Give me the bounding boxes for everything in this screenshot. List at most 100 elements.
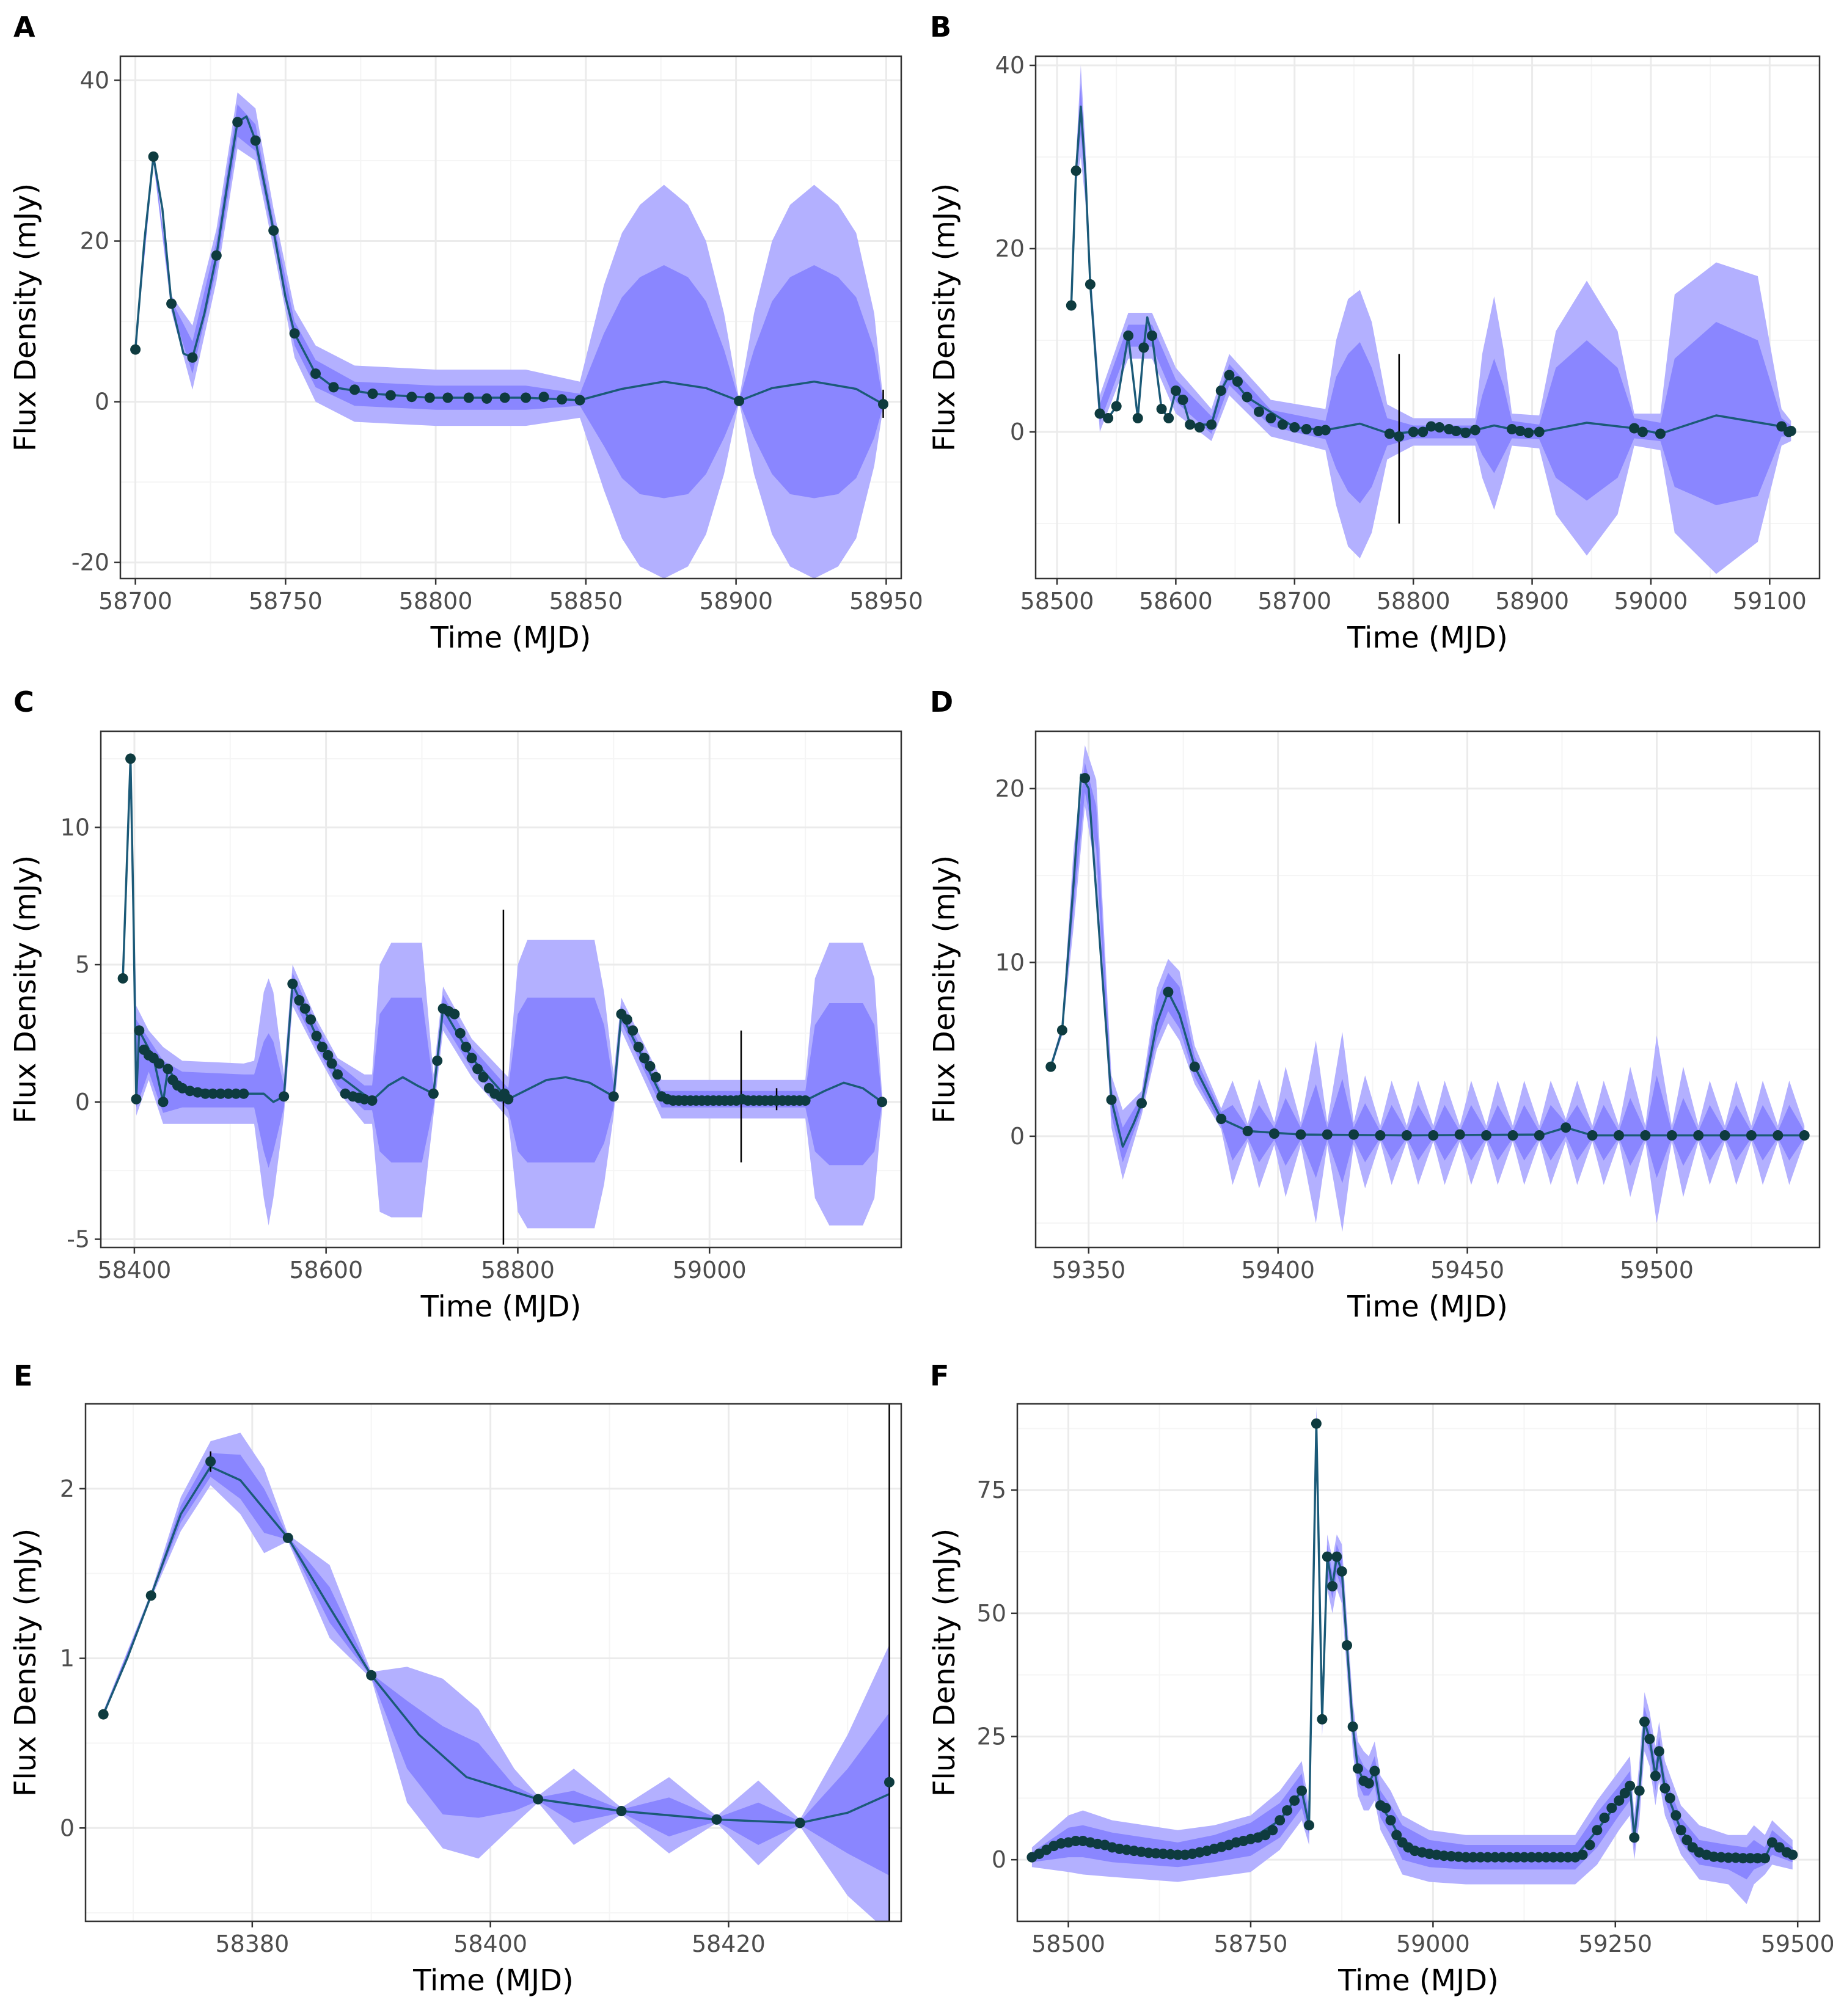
y-tick-label: 75	[977, 1477, 1006, 1503]
data-point	[1132, 413, 1143, 423]
data-point	[1534, 426, 1545, 437]
data-point	[367, 389, 378, 399]
panel-border	[1016, 1403, 1821, 1923]
y-tick-label: 40	[995, 52, 1025, 79]
y-axis-title: Flux Density (mJy)	[9, 183, 43, 452]
x-axis-title: Time (MJD)	[420, 1290, 582, 1324]
data-point	[1277, 419, 1288, 430]
panel-a: 58700 58750 58800 58850 58900 58950 -20 0 20 40 Ti…	[9, 10, 923, 655]
data-point	[1163, 413, 1174, 423]
data-point	[1719, 1130, 1730, 1141]
data-point	[1269, 1128, 1279, 1139]
x-tick-label: 58600	[289, 1257, 363, 1284]
data-point	[1760, 1853, 1770, 1864]
plot-area	[117, 750, 888, 1245]
plot-area	[1026, 1406, 1798, 1904]
data-point	[1475, 1852, 1486, 1863]
panel-border	[1034, 730, 1821, 1249]
data-point	[1540, 1852, 1551, 1863]
panel-border	[1034, 55, 1821, 580]
x-tick-label: 58400	[453, 1930, 527, 1957]
data-point	[466, 1053, 477, 1064]
y-axis-title: Flux Density (mJy)	[927, 855, 962, 1124]
data-point	[1746, 1130, 1757, 1141]
data-point	[1787, 1849, 1798, 1860]
data-point	[1348, 1129, 1359, 1140]
data-point	[1297, 1785, 1307, 1796]
data-point	[1766, 1837, 1777, 1848]
data-point	[289, 328, 300, 339]
panel-f: 58500 58750 59000 59250 59500 0 25 50 75 Time (MJ…	[927, 1359, 1833, 1998]
data-point	[1384, 428, 1395, 439]
data-point	[1085, 279, 1096, 290]
data-point	[1644, 1734, 1655, 1744]
data-point	[1584, 1839, 1595, 1850]
x-tick-label: 58500	[1020, 588, 1094, 615]
plot-area	[1045, 745, 1810, 1232]
data-point	[424, 392, 435, 403]
y-axis-title: Flux Density (mJy)	[9, 1528, 43, 1797]
data-point	[349, 384, 360, 395]
data-point	[1619, 1788, 1630, 1799]
data-point	[1625, 1780, 1636, 1791]
data-point	[205, 1456, 216, 1467]
data-point	[1147, 331, 1157, 341]
y-tick-label: 20	[995, 235, 1025, 262]
y-tick-label: 0	[992, 1846, 1006, 1873]
x-tick-label: 58900	[1495, 588, 1569, 615]
panel-label: E	[13, 1359, 32, 1392]
data-point	[211, 250, 222, 261]
data-point	[877, 1097, 888, 1108]
data-point	[359, 1094, 370, 1105]
data-point	[1519, 1852, 1530, 1863]
x-axis-title: Time (MJD)	[1347, 621, 1508, 655]
data-point	[1123, 331, 1134, 341]
data-point	[1056, 1024, 1067, 1035]
data-point	[316, 1042, 327, 1053]
mean-line	[134, 115, 884, 406]
data-point	[1363, 1778, 1374, 1789]
panel-label: B	[930, 10, 951, 43]
data-point	[442, 392, 453, 403]
data-point	[406, 392, 417, 403]
data-point	[633, 1042, 644, 1053]
data-point	[232, 117, 243, 128]
data-point	[1094, 408, 1105, 419]
data-point	[1267, 1825, 1278, 1836]
data-point	[1681, 1835, 1692, 1846]
data-point	[1103, 413, 1114, 423]
y-tick-label: 10	[995, 949, 1025, 976]
data-point	[1468, 1852, 1479, 1863]
x-axis-title: Time (MJD)	[430, 621, 591, 655]
x-tick-label: 58700	[1257, 588, 1331, 615]
data-point	[574, 395, 585, 406]
data-point	[279, 1091, 290, 1102]
data-point	[130, 344, 141, 355]
data-point	[1548, 1852, 1559, 1863]
data-point	[185, 1086, 196, 1097]
confidence-band-inner	[135, 104, 884, 499]
x-tick-label: 59500	[1620, 1257, 1694, 1284]
y-axis-title: Flux Density (mJy)	[927, 1528, 962, 1797]
x-tick-label: 58800	[1377, 588, 1451, 615]
data-point	[1185, 419, 1196, 430]
data-point	[332, 1069, 343, 1080]
data-point	[428, 1088, 439, 1099]
data-point	[328, 382, 339, 393]
data-point	[1637, 426, 1648, 437]
data-point	[533, 1794, 544, 1805]
data-point	[616, 1806, 627, 1816]
y-tick-label: 1	[60, 1645, 75, 1672]
data-point	[627, 1025, 638, 1036]
data-point	[294, 995, 305, 1006]
x-tick-label: 58500	[1031, 1930, 1105, 1957]
data-point	[1526, 1852, 1537, 1863]
data-point	[1216, 1114, 1227, 1124]
data-point	[481, 393, 492, 404]
data-point	[1774, 1842, 1785, 1853]
data-point	[1156, 404, 1167, 414]
data-point	[1320, 425, 1331, 436]
data-point	[145, 1590, 156, 1601]
panel-label: F	[930, 1359, 949, 1392]
confidence-band-inner	[1031, 1411, 1793, 1880]
